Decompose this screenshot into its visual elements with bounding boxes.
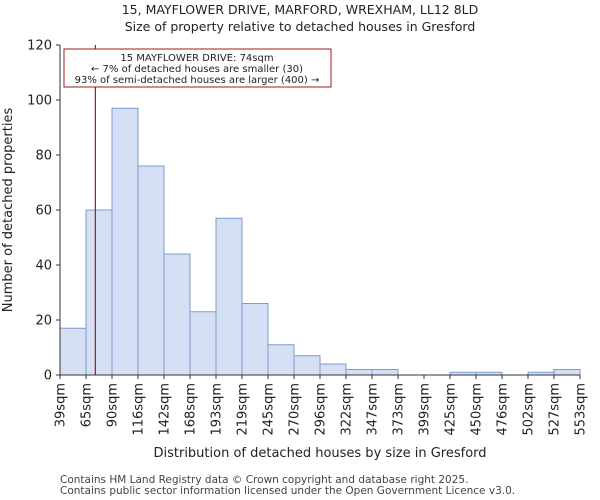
bar: [59, 327, 87, 376]
x-tick-label: 219sqm: [236, 383, 251, 436]
bar: [371, 369, 399, 376]
bar: [319, 363, 347, 376]
bar: [553, 369, 581, 376]
y-tick-label: 20: [35, 314, 52, 329]
annotation-line-1: 15 MAYFLOWER DRIVE: 74sqm: [120, 53, 273, 64]
annotation-box: 15 MAYFLOWER DRIVE: 74sqm ← 7% of detach…: [63, 48, 332, 88]
bar: [293, 355, 321, 376]
bar: [215, 217, 243, 376]
x-tick-label: 65sqm: [80, 383, 95, 427]
x-axis-label: Distribution of detached houses by size …: [153, 446, 486, 461]
y-tick-label: 100: [27, 94, 52, 109]
x-tick-label: 296sqm: [314, 383, 329, 436]
y-tick-label: 80: [35, 149, 52, 164]
x-tick-label: 425sqm: [444, 383, 459, 436]
annotation-line-3: 93% of semi-detached houses are larger (…: [75, 75, 320, 86]
x-tick-label: 116sqm: [132, 383, 147, 436]
x-tick-label: 322sqm: [340, 383, 355, 436]
x-tick-label: 39sqm: [54, 383, 69, 427]
footer-line-1: Contains HM Land Registry data © Crown c…: [60, 474, 469, 486]
x-tick-label: 527sqm: [548, 383, 563, 436]
annotation-line-2: ← 7% of detached houses are smaller (30): [91, 64, 303, 75]
y-axis-label: Number of detached properties: [1, 108, 16, 313]
bar: [111, 107, 139, 376]
footer-line-2: Contains public sector information licen…: [60, 485, 516, 497]
chart-subtitle: Size of property relative to detached ho…: [125, 19, 476, 34]
y-tick-label: 0: [44, 369, 52, 384]
plot-area: 0 20 40 60 80 100 120 39sqm 65sqm 90sqm 116sqm 142s…: [27, 39, 588, 436]
annotation-frame: [63, 48, 332, 88]
y-tick-label: 120: [27, 39, 52, 54]
x-tick-label: 193sqm: [210, 383, 225, 436]
x-tick-label: 450sqm: [470, 383, 485, 436]
x-tick-label: 373sqm: [392, 383, 407, 436]
bar: [189, 311, 217, 376]
y-tick-label: 60: [35, 204, 52, 219]
x-tick-label: 553sqm: [574, 383, 589, 436]
x-tick-label: 245sqm: [262, 383, 277, 436]
bar: [241, 303, 269, 376]
bar: [267, 344, 295, 376]
x-tick-label: 142sqm: [158, 383, 173, 436]
x-tick-label: 476sqm: [496, 383, 511, 436]
x-tick-label: 347sqm: [366, 383, 381, 436]
bar: [345, 369, 373, 376]
x-tick-label: 90sqm: [106, 383, 121, 427]
y-tick-label: 40: [35, 259, 52, 274]
bar: [163, 253, 191, 376]
x-tick-label: 399sqm: [418, 383, 433, 436]
bar: [137, 165, 165, 376]
chart-title: 15, MAYFLOWER DRIVE, MARFORD, WREXHAM, L…: [122, 2, 479, 17]
x-tick-label: 270sqm: [288, 383, 303, 436]
bar: [85, 209, 113, 376]
x-tick-label: 168sqm: [184, 383, 199, 436]
x-tick-label: 502sqm: [522, 383, 537, 436]
